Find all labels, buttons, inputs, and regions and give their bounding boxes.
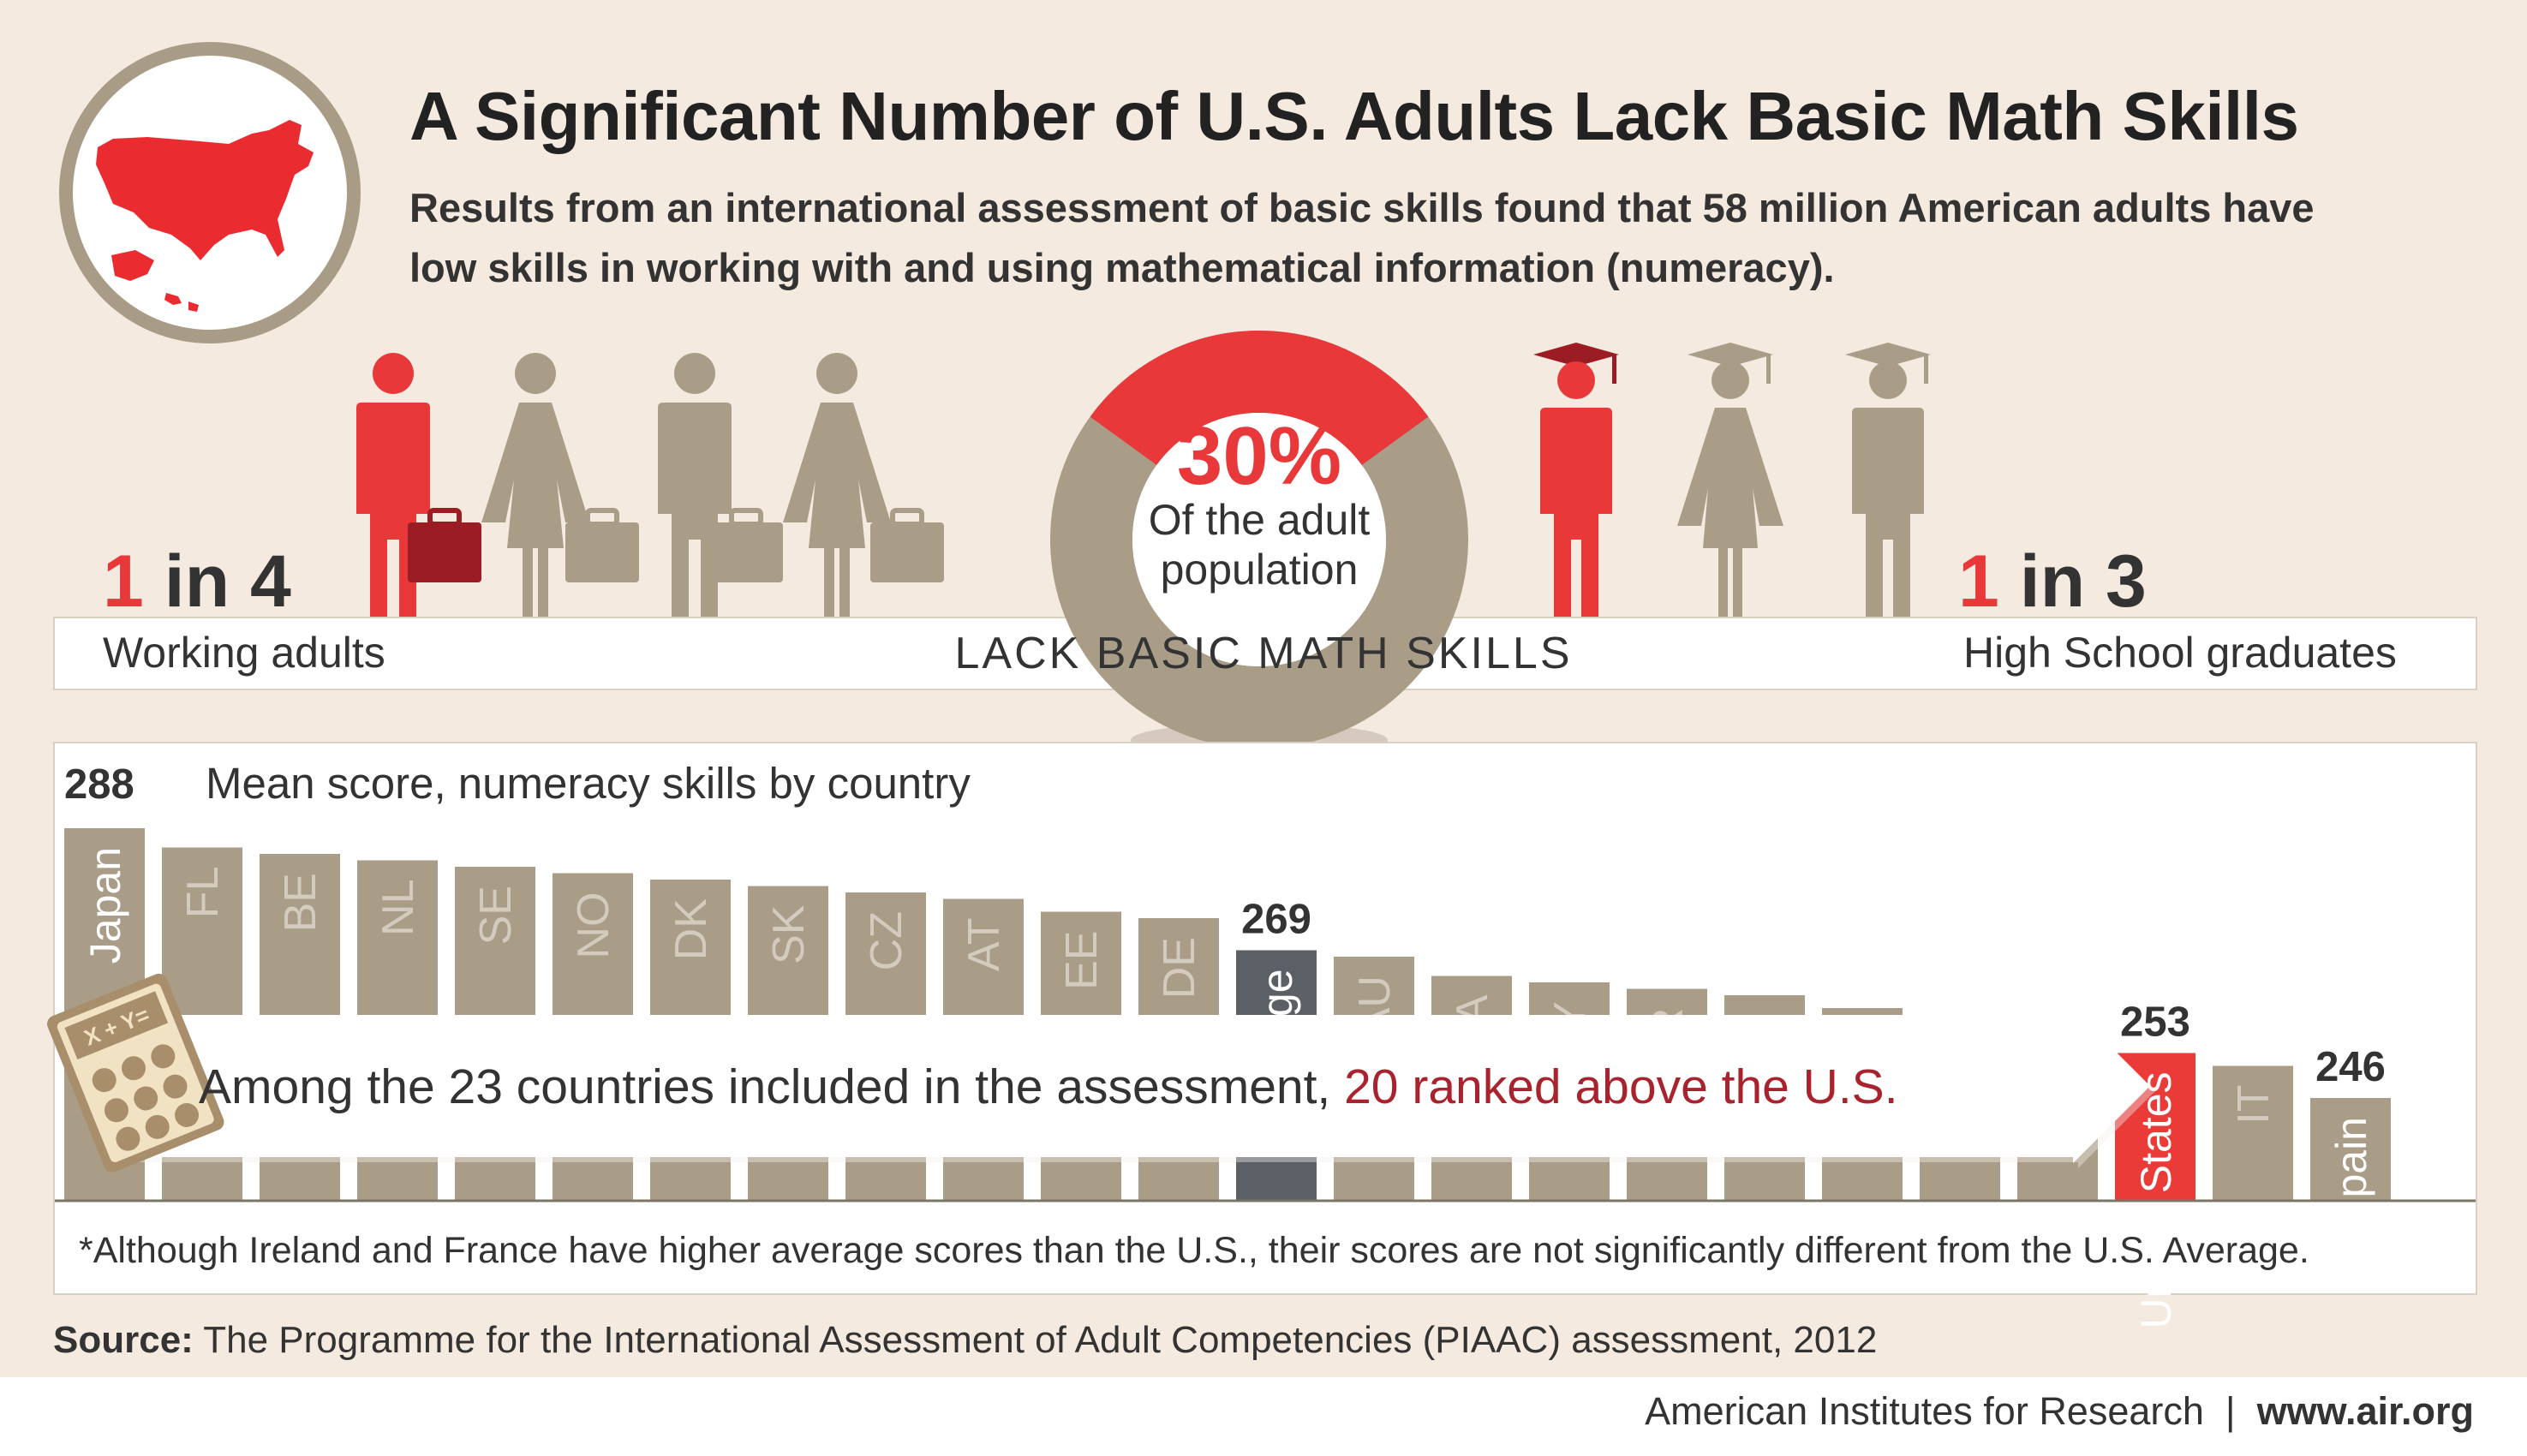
calculator-icon: X + Y= [47, 973, 224, 1173]
callout-highlight: 20 ranked above the U.S. [1344, 1059, 1897, 1114]
donut-caption-line1: Of the adult [1148, 496, 1371, 544]
tick-label: DK [666, 898, 716, 961]
tick-label: NL [373, 880, 423, 936]
tick-label: CZ [862, 911, 911, 970]
tick-label: IT [2229, 1085, 2279, 1125]
briefcase-icon [565, 508, 639, 582]
briefcase-icon [709, 508, 783, 582]
population-donut [1050, 331, 1468, 757]
working-adults-ratio: 1 in 4 [103, 540, 291, 623]
tick-label: Japan [81, 847, 129, 964]
graduates-label: High School graduates [1963, 629, 2397, 677]
working-adults-label: Working adults [103, 629, 385, 677]
bar-it [2213, 1065, 2293, 1201]
tick-label: DE [1155, 937, 1204, 999]
donut-highlight-arc [1090, 331, 1429, 466]
source-line: Source: The Programme for the Internatio… [53, 1319, 1878, 1361]
tick-label: NO [569, 892, 618, 959]
footer-credit: American Institutes for Research | www.a… [1645, 1389, 2474, 1433]
data-label: 253 [2120, 1000, 2190, 1046]
footer-link[interactable]: www.air.org [2256, 1389, 2474, 1433]
donut-caption-line2: population [1160, 546, 1359, 594]
tick-label: BE [276, 873, 326, 932]
callout-text: Among the 23 countries included in the a… [199, 1059, 1898, 1114]
female-worker-icon [481, 353, 589, 625]
page-title: A Significant Number of U.S. Adults Lack… [409, 78, 2299, 154]
briefcase-icon [408, 508, 481, 582]
chart-footnote: *Although Ireland and France have higher… [79, 1230, 2309, 1271]
tick-label: EE [1057, 931, 1107, 990]
footer-band [0, 1377, 2527, 1456]
female-worker-icon [783, 353, 891, 625]
lack-math-label: LACK BASIC MATH SKILLS [954, 629, 1573, 678]
tick-label: SE [471, 886, 521, 945]
bar-spain [2310, 1098, 2391, 1201]
usa-map-icon [96, 120, 314, 312]
tick-label: AT [959, 918, 1009, 972]
briefcase-icon [870, 508, 944, 582]
graduate-icon [1677, 343, 1783, 625]
tick-label: Spain [2327, 1117, 2375, 1226]
page-subtitle: Results from an international assessment… [409, 185, 2315, 290]
usa-map-badge [59, 42, 361, 343]
data-label: 246 [2315, 1044, 2386, 1090]
tick-label: SK [764, 904, 814, 964]
graduates-ratio: 1 in 3 [1958, 540, 2147, 623]
donut-value: 30% [1176, 410, 1342, 502]
graduate-figures [1533, 343, 1931, 625]
graduate-icon [1845, 343, 1931, 625]
tick-label: FL [178, 867, 228, 919]
graduate-icon [1533, 343, 1619, 625]
chart-title: Mean score, numeracy skills by country [206, 759, 971, 808]
data-label: 288 [64, 761, 134, 808]
working-adults-figures [356, 353, 944, 625]
data-label: 269 [1241, 897, 1311, 943]
callout-arrow [128, 1009, 2150, 1163]
